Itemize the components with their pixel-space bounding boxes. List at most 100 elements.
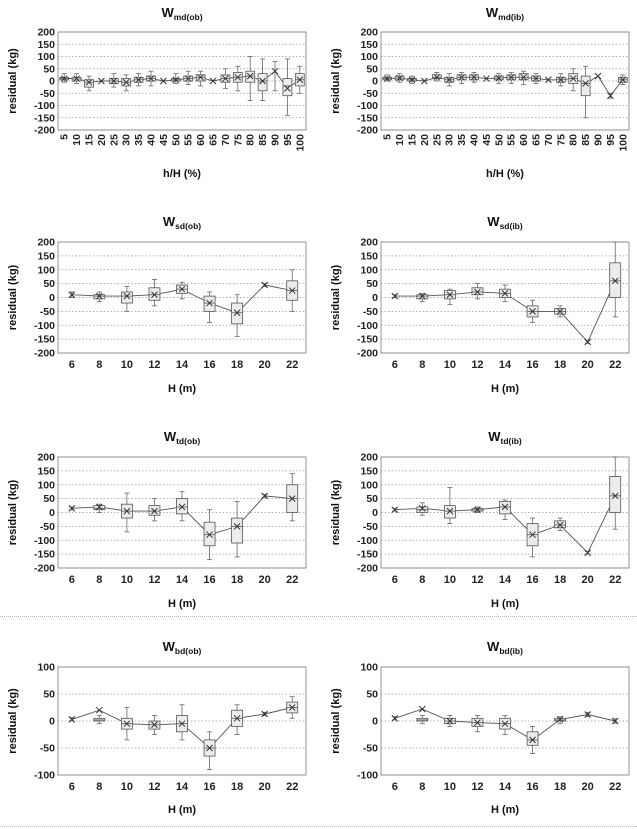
x-tick-label: 100 [294,134,306,152]
box-plot-item [121,74,132,92]
box-plot-item [391,506,399,514]
mean-marker [474,288,481,296]
box-plot-item [93,706,106,725]
mean-marker [85,78,93,86]
y-tick-label: 50 [43,63,55,75]
mean-marker [446,717,454,725]
box-plot-item [245,56,256,101]
x-tick-label: 6 [392,574,398,586]
box-plot-item [286,473,299,522]
y-tick-label: 100 [360,479,378,491]
x-tick-label: 18 [554,574,566,586]
y-tick-label: 150 [37,250,55,262]
y-axis-label: residual (kg) [7,48,19,114]
x-tick-label: 22 [286,574,298,586]
x-tick-label: 22 [609,574,621,586]
x-tick-label: 12 [148,781,160,793]
box-plot-item [391,714,399,722]
y-tick-label: -150 [357,334,378,346]
x-tick-label: 6 [69,781,75,793]
box-plot-item [148,279,161,307]
y-tick-label: 50 [366,278,378,290]
mean-marker [584,711,592,718]
mean-marker [391,714,399,722]
mean-marker [470,73,478,81]
x-tick-label: 18 [554,359,566,371]
mean-marker [233,309,241,317]
x-tick-label: 8 [96,359,102,371]
y-tick-label: 200 [360,27,378,39]
box-plot-item [286,269,299,312]
box-plot-item [203,509,216,561]
box [609,476,622,513]
box-plot-item [183,70,194,86]
mean-marker [433,73,441,81]
chart-title: Wbd(ib) [487,639,523,656]
mean-marker [501,720,509,728]
mean-marker [474,506,481,514]
mean-marker [556,716,564,723]
x-tick-label: 20 [419,134,431,146]
x-tick-label: 14 [176,574,189,586]
x-tick-label: 12 [471,359,483,371]
y-tick-label: -50 [40,88,55,100]
box-plot-item [59,73,70,83]
box-plot-item [506,72,517,84]
x-tick-label: 22 [609,359,621,371]
y-tick-label: -150 [34,549,55,561]
box-plot-item [209,77,217,85]
x-tick-label: 35 [133,134,145,146]
box-plot-item [120,492,133,533]
x-tick-label: 16 [526,781,538,793]
mean-marker [396,74,403,82]
y-tick-label: 200 [360,452,378,464]
y-tick-label: 200 [360,237,378,249]
x-tick-label: 6 [69,574,75,586]
x-tick-label: 55 [506,134,518,146]
x-axis-label: h/H (%) [163,168,201,180]
y-tick-label: 0 [372,507,378,519]
mean-marker [246,72,254,80]
x-tick-label: 95 [605,134,617,146]
y-tick-label: -200 [34,125,55,137]
y-tick-label: -200 [357,563,378,575]
x-tick-label: 50 [493,134,505,146]
box-plot-item [471,506,484,514]
box-plot-item [68,716,76,723]
plot-frame [57,456,307,569]
mean-marker [607,92,614,100]
x-tick-label: 22 [609,781,621,793]
mean-marker [261,281,269,289]
x-tick-label: 8 [419,574,425,586]
mean-marker [261,492,269,500]
y-tick-label: 150 [37,465,55,477]
mean-marker [178,503,186,511]
mean-marker [391,292,399,300]
mean-marker [408,76,416,84]
y-tick-label: -100 [34,320,55,332]
x-tick-label: 18 [231,359,243,371]
chart-title-main: W [161,5,174,20]
box [580,75,591,97]
mean-marker [160,77,167,85]
y-tick-label: 100 [37,51,55,63]
box-plot-item [584,711,592,718]
x-tick-label: 60 [195,134,207,146]
box-plot-item [483,75,490,82]
mean-marker [421,77,428,85]
box-plot-item [203,291,216,323]
box-plot-item [443,487,456,524]
mean-marker [98,77,105,85]
mean-marker [446,507,454,515]
x-tick-label: 14 [499,359,512,371]
y-tick-label: -100 [357,320,378,332]
x-tick-label: 20 [259,781,271,793]
y-tick-label: -200 [34,563,55,575]
x-tick-label: 12 [148,359,160,371]
box-plot-item [444,73,455,87]
box-plot-item [526,517,539,558]
x-tick-label: 20 [582,359,594,371]
mean-marker [569,75,577,82]
plot-frame [380,31,630,131]
